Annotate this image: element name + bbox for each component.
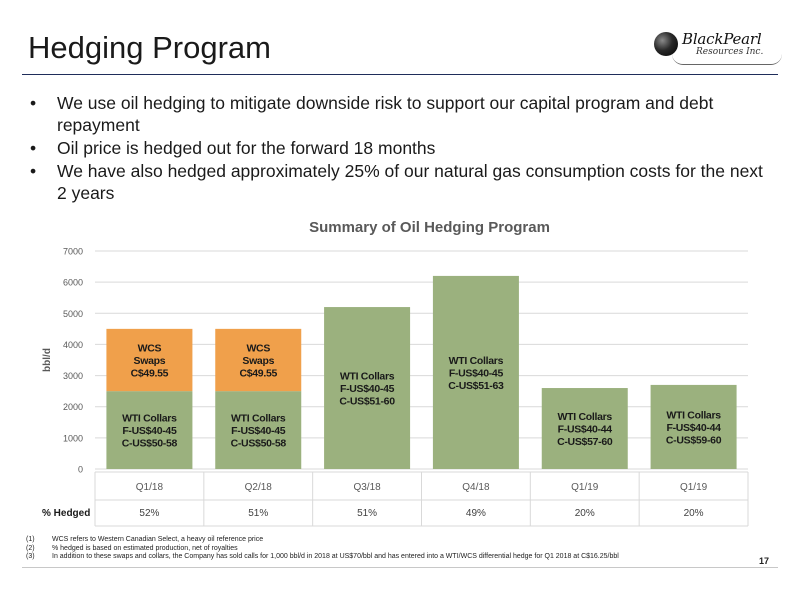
bar-data-label: C-US$51-63 xyxy=(448,380,504,392)
bar-data-label: WCS xyxy=(246,343,270,355)
percent-hedged-value: 51% xyxy=(357,508,377,519)
wcs-swap-bar xyxy=(106,328,193,392)
wti-collar-bar xyxy=(106,391,193,469)
x-tick-label: Q3/18 xyxy=(353,482,381,493)
percent-hedged-value: 20% xyxy=(684,508,704,519)
percent-hedged-value: 49% xyxy=(466,508,486,519)
y-tick-label: 2000 xyxy=(63,402,83,412)
y-tick-label: 4000 xyxy=(63,340,83,350)
percent-hedged-label: % Hedged xyxy=(42,508,90,519)
wti-collar-bar xyxy=(215,391,302,469)
footnote: (2)% hedged is based on estimated produc… xyxy=(26,544,238,552)
wti-collar-bar xyxy=(650,384,737,469)
bar-data-label: WTI Collars xyxy=(449,355,504,367)
bullet-list: • We use oil hedging to mitigate downside… xyxy=(30,92,770,205)
bullet-dot-icon: • xyxy=(30,93,37,113)
percent-hedged-value: 51% xyxy=(248,508,268,519)
oil-hedging-chart: Summary of Oil Hedging Program 0 1000 2000 3… xyxy=(42,219,749,527)
wti-collar-bar xyxy=(432,275,519,469)
bar-data-label: WTI Collars xyxy=(666,409,721,421)
bar-data-label: WCS xyxy=(138,343,162,355)
x-tick-label: Q1/19 xyxy=(680,482,708,493)
bullet-dot-icon: • xyxy=(30,138,37,158)
bar-data-label: F-US$40-44 xyxy=(666,422,721,434)
bar-data-label: C$49.55 xyxy=(131,368,169,380)
bar-data-label: F-US$40-45 xyxy=(340,383,395,395)
wti-collar-bar xyxy=(541,388,628,469)
bar-data-label: WTI Collars xyxy=(558,411,613,423)
wti-collar-bar xyxy=(324,307,411,469)
bullet-text: We have also hedged approximately 25% of… xyxy=(57,161,763,203)
bullet-text: We use oil hedging to mitigate downside … xyxy=(57,93,714,135)
footer-divider xyxy=(22,567,778,568)
bar-data-label: F-US$40-44 xyxy=(558,424,613,436)
bar-data-label: F-US$40-45 xyxy=(122,425,177,437)
footnote: (1) WCS refers to Western Canadian Select… xyxy=(26,536,264,543)
bar-data-label: C-US$59-60 xyxy=(666,434,722,446)
bar-data-label: C-US$57-60 xyxy=(557,436,613,448)
x-tick-label: Q1/19 xyxy=(571,482,599,493)
y-tick-label: 3000 xyxy=(63,371,83,381)
slide-title: Hedging Program xyxy=(28,30,271,65)
y-tick-label: 1000 xyxy=(63,433,83,443)
bar-data-label: WTI Collars xyxy=(122,413,177,425)
x-tick-label: Q2/18 xyxy=(245,482,273,493)
bullet-dot-icon: • xyxy=(30,161,37,181)
logo-subtitle: Resources Inc. xyxy=(696,47,764,57)
chart-title: Summary of Oil Hedging Program xyxy=(309,219,550,236)
y-tick-label: 5000 xyxy=(63,309,83,319)
logo-swoosh xyxy=(672,54,782,65)
bar-data-label: C-US$50-58 xyxy=(122,438,178,450)
y-tick-label: 7000 xyxy=(63,247,83,257)
bar-data-label: Swaps xyxy=(242,355,274,367)
y-tick-label: 6000 xyxy=(63,278,83,288)
bar-data-label: WTI Collars xyxy=(340,371,395,383)
footnotes: (1) WCS refers to Western Canadian Select… xyxy=(26,536,619,562)
logo-name: BlackPearl xyxy=(682,30,762,48)
page-number: 17 xyxy=(759,556,770,566)
bullet-item: • We use oil hedging to mitigate downside… xyxy=(30,92,770,136)
bar-data-label: Swaps xyxy=(134,355,166,367)
title-divider xyxy=(22,74,778,75)
bar-data-label: C-US$50-58 xyxy=(231,438,287,450)
pearl-icon xyxy=(654,32,678,56)
x-tick-label: Q1/18 xyxy=(136,482,164,493)
y-tick-label: 0 xyxy=(78,465,83,475)
percent-hedged-value: 20% xyxy=(575,508,595,519)
bullet-item: • We have also hedged approximately 25% o… xyxy=(30,160,770,204)
percent-hedged-value: 52% xyxy=(139,508,159,519)
bar-data-label: F-US$40-45 xyxy=(449,367,504,379)
bar-data-label: C$49.55 xyxy=(239,368,277,380)
footnote: (3) In addition to these swaps and collar… xyxy=(26,553,619,560)
y-axis-label: bbl/d xyxy=(42,348,53,372)
company-logo: BlackPearl Resources Inc. xyxy=(650,24,782,65)
bar-data-label: F-US$40-45 xyxy=(231,425,286,437)
bar-data-label: C-US$51-60 xyxy=(339,396,395,408)
bullet-text: Oil price is hedged out for the forward … xyxy=(57,138,436,158)
bullet-item: • Oil price is hedged out for the forward… xyxy=(30,137,770,159)
wcs-swap-bar xyxy=(215,328,302,392)
bar-data-label: WTI Collars xyxy=(231,413,286,425)
x-tick-label: Q4/18 xyxy=(462,482,490,493)
